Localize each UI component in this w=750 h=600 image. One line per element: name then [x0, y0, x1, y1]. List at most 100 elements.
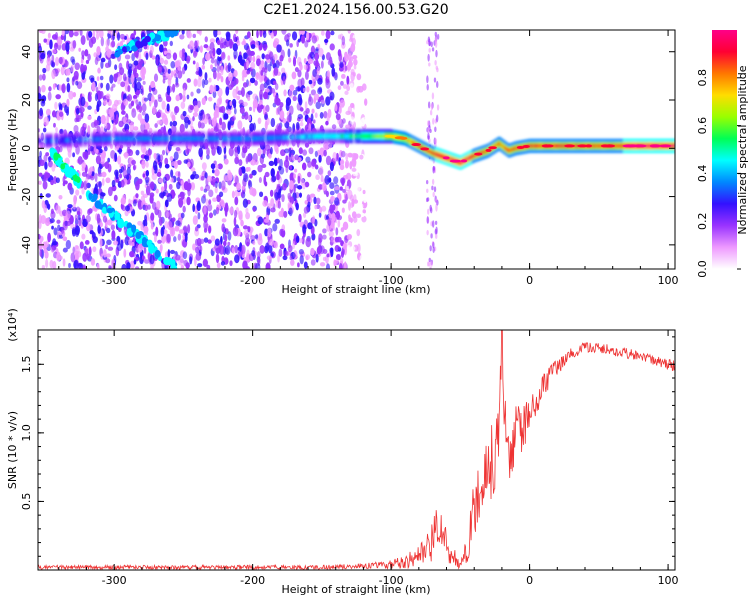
- ridge-cell: [142, 136, 144, 141]
- ridge-peak: [650, 144, 657, 148]
- ridge-cell: [245, 136, 248, 141]
- noise-cell: [297, 175, 301, 184]
- noise-cell: [177, 171, 181, 179]
- noise-cell: [55, 42, 58, 48]
- ridge-cell: [338, 134, 341, 139]
- noise-cell: [249, 229, 253, 238]
- noise-cell: [157, 154, 161, 163]
- ridge-cell: [235, 136, 237, 141]
- ridge-cell: [434, 152, 437, 157]
- ridge-cell: [59, 138, 62, 143]
- noise-cell: [81, 171, 88, 177]
- ridge-cell: [114, 136, 117, 141]
- noise-cell: [198, 147, 203, 158]
- noise-cell: [80, 35, 86, 46]
- noise-cell: [340, 150, 346, 158]
- ridge-cell: [244, 136, 247, 141]
- noise-cell: [157, 209, 162, 219]
- ridge-cell: [495, 143, 498, 148]
- ridge-cell: [358, 134, 360, 139]
- ridge-cell: [494, 143, 497, 148]
- noise-cell: [426, 188, 429, 193]
- noise-cell: [212, 70, 217, 80]
- ridge-cell: [471, 154, 474, 159]
- noise-cell: [236, 182, 241, 191]
- noise-cell: [39, 159, 45, 167]
- ridge-cell: [511, 147, 514, 152]
- noise-cell: [356, 205, 360, 210]
- noise-cell: [154, 123, 158, 128]
- noise-cell: [192, 243, 197, 251]
- noise-cell: [55, 94, 61, 100]
- noise-cell: [356, 184, 361, 192]
- colorbar: 0.00.20.40.60.8 Normalized spectral ampl…: [696, 30, 749, 278]
- noise-cell: [107, 186, 113, 197]
- noise-cell: [141, 160, 146, 169]
- noise-cell: [329, 190, 335, 196]
- noise-cell: [180, 101, 186, 109]
- noise-cell: [427, 208, 430, 215]
- noise-cell: [260, 153, 266, 159]
- ridge-cell: [56, 138, 59, 143]
- noise-cell: [359, 154, 364, 160]
- snr-x-tick-label: 100: [658, 574, 679, 587]
- ridge-cell: [313, 134, 316, 139]
- ridge-cell: [330, 134, 332, 139]
- noise-cell: [74, 228, 80, 237]
- colorbar-ticks: 0.00.20.40.60.8: [696, 69, 741, 278]
- noise-cell: [166, 233, 171, 243]
- noise-cell: [128, 198, 131, 205]
- noise-cell: [301, 235, 305, 245]
- noise-cell: [248, 106, 252, 111]
- ridge-cell: [132, 136, 134, 141]
- noise-cell: [123, 152, 129, 158]
- ridge-cell: [421, 145, 423, 150]
- ridge-cell: [266, 136, 268, 141]
- noise-cell: [241, 115, 245, 120]
- noise-cell: [252, 93, 258, 101]
- noise-cell: [234, 254, 240, 264]
- noise-cell: [315, 59, 319, 69]
- ridge-cell: [129, 136, 132, 141]
- noise-cell: [347, 201, 352, 211]
- noise-cell: [106, 227, 111, 234]
- noise-cell: [149, 45, 154, 54]
- ridge-cell: [536, 143, 539, 148]
- noise-cell: [206, 154, 210, 160]
- ridge-cell: [442, 154, 445, 159]
- ridge-cell: [211, 136, 214, 141]
- snr-y-tick-label: 0.5: [20, 493, 33, 511]
- noise-cell: [433, 77, 437, 83]
- noise-cell: [426, 75, 429, 84]
- noise-cell: [257, 164, 263, 173]
- noise-cell: [231, 247, 235, 254]
- noise-cell: [141, 111, 146, 116]
- ridge-cell: [449, 157, 451, 162]
- noise-cell: [48, 156, 51, 163]
- noise-cell: [429, 110, 433, 116]
- ridge-cell: [451, 157, 453, 162]
- snr-series-line: [38, 330, 675, 570]
- noise-cell: [38, 92, 42, 98]
- noise-cell: [59, 146, 63, 153]
- ridge-cell: [594, 143, 597, 148]
- noise-cell: [329, 182, 335, 189]
- noise-cell: [51, 163, 56, 172]
- ridge-cell: [461, 160, 463, 165]
- ridge-cell: [516, 146, 518, 151]
- noise-cell: [325, 155, 332, 166]
- noise-cell: [314, 164, 319, 169]
- noise-cell: [80, 63, 85, 74]
- ridge-cell: [382, 134, 385, 139]
- ridge-cell: [255, 136, 258, 141]
- noise-cell: [202, 194, 206, 199]
- ridge-cell: [407, 138, 410, 143]
- noise-cell: [133, 60, 139, 66]
- noise-cell: [297, 185, 303, 190]
- noise-cell: [318, 237, 322, 248]
- noise-cell: [334, 72, 338, 81]
- noise-cell: [320, 174, 324, 183]
- noise-cell: [101, 177, 105, 186]
- noise-cell: [41, 84, 46, 93]
